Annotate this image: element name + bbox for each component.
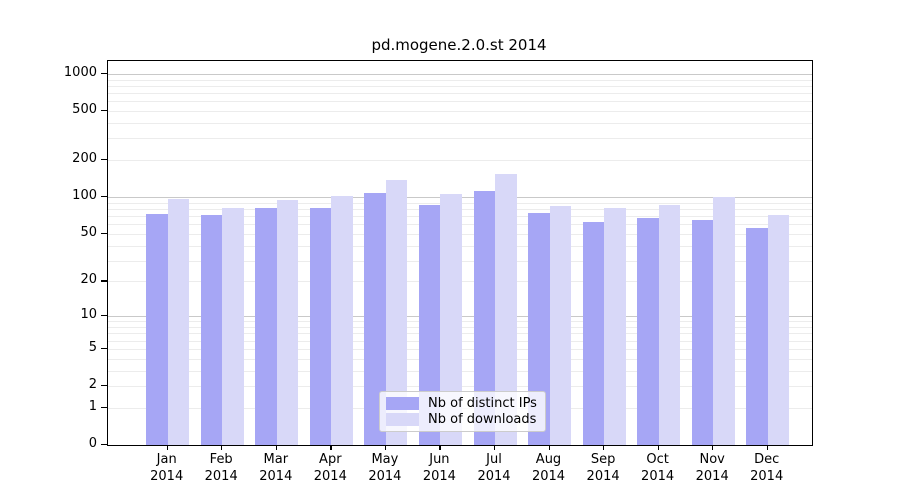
bar-distinct-ips [691, 219, 714, 445]
legend: Nb of distinct IPs Nb of downloads [379, 391, 546, 432]
y-gridline [108, 101, 812, 103]
y-tick [101, 232, 107, 235]
bar-distinct-ips [746, 227, 768, 445]
y-tick-label: 500 [72, 102, 97, 117]
bar-distinct-ips [364, 192, 386, 445]
x-tick-label: Dec 2014 [750, 452, 784, 484]
x-tick [166, 445, 168, 450]
bar-downloads [604, 208, 626, 445]
x-tick-label: Oct 2014 [641, 452, 675, 484]
x-tick [439, 445, 441, 450]
y-gridline [108, 73, 812, 75]
x-tick-label: Apr 2014 [313, 452, 347, 484]
y-gridline [108, 138, 812, 140]
y-gridline [108, 123, 812, 124]
y-tick-label: 0 [88, 436, 97, 451]
x-tick [221, 445, 223, 450]
y-tick [101, 444, 107, 446]
y-tick-label: 1000 [63, 64, 97, 80]
x-tick-label: Jul 2014 [477, 452, 511, 484]
x-tick-label: Jan 2014 [150, 452, 184, 484]
y-tick-label: 5 [88, 339, 97, 355]
x-tick-label: Jun 2014 [422, 452, 456, 484]
x-tick [603, 445, 605, 450]
bar-downloads [549, 206, 571, 445]
x-tick [766, 445, 768, 450]
x-tick [657, 445, 659, 450]
y-tick [101, 72, 107, 75]
y-tick-label: 200 [72, 151, 97, 167]
chart-title: pd.mogene.2.0.st 2014 [371, 36, 547, 54]
x-tick [330, 445, 332, 450]
bar-downloads [495, 174, 517, 445]
x-tick-label: Mar 2014 [259, 452, 293, 484]
y-gridline [108, 93, 812, 94]
bar-downloads [713, 196, 735, 445]
legend-swatch-distinct-ips [386, 396, 419, 410]
bar-downloads [385, 180, 408, 445]
x-tick [712, 445, 714, 450]
x-tick [275, 445, 278, 450]
y-tick [101, 347, 107, 349]
bar-downloads [222, 207, 244, 445]
y-gridline [108, 79, 812, 81]
legend-label-distinct-ips: Nb of distinct IPs [428, 395, 537, 411]
legend-row-distinct-ips: Nb of distinct IPs [386, 396, 539, 411]
legend-label-downloads: Nb of downloads [428, 412, 537, 428]
x-tick [384, 445, 387, 450]
bar-downloads [167, 198, 190, 445]
y-tick-label: 10 [80, 307, 97, 323]
y-tick [101, 280, 107, 282]
x-tick [548, 445, 550, 450]
bar-downloads [276, 199, 299, 445]
y-tick [101, 406, 107, 409]
bar-downloads [767, 214, 790, 445]
x-tick-label: Sep 2014 [586, 452, 620, 484]
y-tick-label: 50 [80, 224, 97, 240]
bar-downloads [331, 195, 353, 445]
legend-row-downloads: Nb of downloads [386, 412, 539, 427]
bar-distinct-ips [146, 213, 168, 445]
y-gridline [108, 85, 812, 87]
bar-distinct-ips [582, 222, 605, 445]
bar-distinct-ips [309, 207, 332, 445]
bar-distinct-ips [473, 191, 495, 445]
y-tick-label: 1 [88, 398, 97, 414]
bar-downloads [658, 205, 681, 445]
legend-swatch-downloads [386, 413, 419, 427]
y-tick-label: 100 [72, 188, 97, 204]
bar-distinct-ips [255, 208, 277, 445]
y-tick-label: 2 [88, 377, 97, 392]
bar-distinct-ips [200, 214, 223, 445]
y-gridline [108, 160, 812, 162]
bar-distinct-ips [528, 213, 550, 445]
x-tick-label: Nov 2014 [695, 452, 729, 484]
x-tick-label: Feb 2014 [204, 452, 238, 484]
y-tick [101, 315, 107, 317]
plot-area: Nb of distinct IPs Nb of downloads [107, 60, 813, 446]
x-tick-label: Aug 2014 [531, 452, 566, 484]
y-tick [101, 196, 107, 198]
x-tick-label: May 2014 [368, 452, 402, 484]
bar-downloads [440, 193, 462, 445]
x-tick [494, 445, 496, 450]
y-tick [101, 110, 107, 112]
bar-distinct-ips [418, 205, 441, 445]
y-tick [101, 385, 107, 387]
y-tick [101, 159, 107, 161]
y-gridline [108, 111, 812, 112]
bar-distinct-ips [637, 218, 659, 445]
y-tick-label: 20 [80, 272, 97, 288]
